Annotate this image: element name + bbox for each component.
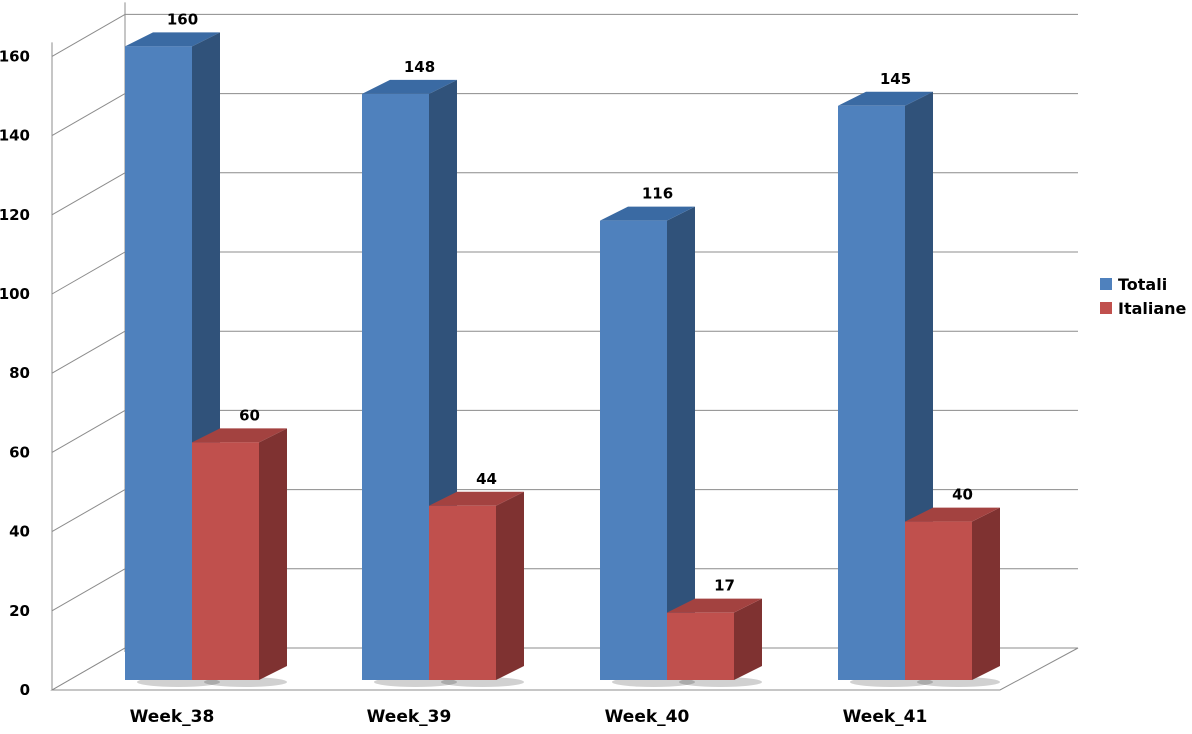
- legend-item-italiane: Italiane: [1100, 296, 1186, 320]
- bar-totali-week_39: [362, 93, 429, 681]
- gridline-side-40: [51, 489, 126, 533]
- y-axis-ticks: 0 20 40 60 80 100 120 140 160: [0, 47, 30, 699]
- gridline-side-160: [51, 13, 126, 57]
- data-label-totali-week_41: 145: [880, 70, 911, 88]
- x-category-label-week_38: Week_38: [130, 707, 215, 727]
- chart-floor: [50, 647, 1079, 691]
- y-tick-label-40: 40: [9, 523, 30, 541]
- gridline-side-140: [51, 93, 126, 137]
- data-label-italiane-week_41: 40: [952, 486, 973, 504]
- bar-top-italiane-week_39: [429, 491, 524, 506]
- y-tick-label-140: 140: [0, 127, 30, 145]
- bar-totali-week_40: [600, 220, 667, 680]
- bar-top-totali-week_39: [362, 79, 457, 94]
- bar-side-italiane-week_40: [734, 598, 762, 680]
- data-label-totali-week_39: 148: [404, 58, 435, 76]
- data-label-totali-week_38: 160: [167, 10, 198, 28]
- bar-italiane-week_41: [905, 521, 972, 680]
- y-tick-label-100: 100: [0, 285, 30, 303]
- bar-top-italiane-week_40: [667, 598, 762, 613]
- y-tick-label-20: 20: [9, 602, 30, 620]
- legend-item-totali: Totali: [1100, 272, 1186, 296]
- bar-side-italiane-week_39: [496, 491, 524, 680]
- legend-label-totali: Totali: [1118, 274, 1168, 294]
- data-label-italiane-week_38: 60: [239, 406, 260, 424]
- gridline-side-60: [51, 409, 126, 453]
- bar-top-totali-week_41: [838, 91, 933, 106]
- gridline-side-80: [51, 330, 126, 374]
- y-tick-label-0: 0: [20, 681, 30, 699]
- y-tick-label-120: 120: [0, 206, 30, 224]
- data-labels: 160 60 148 44 116 17 145 40: [167, 10, 973, 594]
- bar-top-totali-week_38: [125, 32, 220, 47]
- x-category-label-week_40: Week_40: [605, 707, 690, 727]
- bar-side-italiane-week_41: [972, 507, 1000, 680]
- data-label-italiane-week_39: 44: [476, 470, 497, 488]
- x-category-label-week_41: Week_41: [843, 707, 928, 727]
- data-label-totali-week_40: 116: [642, 185, 673, 203]
- legend: Totali Italiane: [1100, 272, 1186, 320]
- floor-outline: [50, 647, 1079, 691]
- bar-totali-week_38: [125, 46, 192, 680]
- gridline-side-20: [51, 568, 126, 612]
- bar-top-italiane-week_38: [192, 428, 287, 443]
- x-category-label-week_39: Week_39: [367, 707, 452, 727]
- bar-italiane-week_39: [429, 505, 496, 680]
- legend-label-italiane: Italiane: [1118, 298, 1187, 318]
- y-tick-label-160: 160: [0, 47, 30, 65]
- bar-side-totali-week_40: [667, 206, 695, 680]
- bar-totali-week_41: [838, 105, 905, 681]
- bar-italiane-week_40: [667, 612, 734, 680]
- bar-side-italiane-week_38: [259, 428, 287, 680]
- bars: [125, 32, 1000, 687]
- legend-swatch-totali: [1100, 278, 1112, 290]
- x-axis-categories: Week_38 Week_39 Week_40 Week_41: [130, 707, 928, 727]
- y-tick-label-80: 80: [9, 364, 30, 382]
- data-label-italiane-week_40: 17: [714, 577, 735, 595]
- gridline-side-120: [51, 172, 126, 216]
- bar-top-italiane-week_41: [905, 507, 1000, 522]
- y-tick-label-60: 60: [9, 443, 30, 461]
- legend-swatch-italiane: [1100, 302, 1112, 314]
- bar-top-totali-week_40: [600, 206, 695, 221]
- bar-italiane-week_38: [192, 442, 259, 680]
- gridline-side-100: [51, 251, 126, 295]
